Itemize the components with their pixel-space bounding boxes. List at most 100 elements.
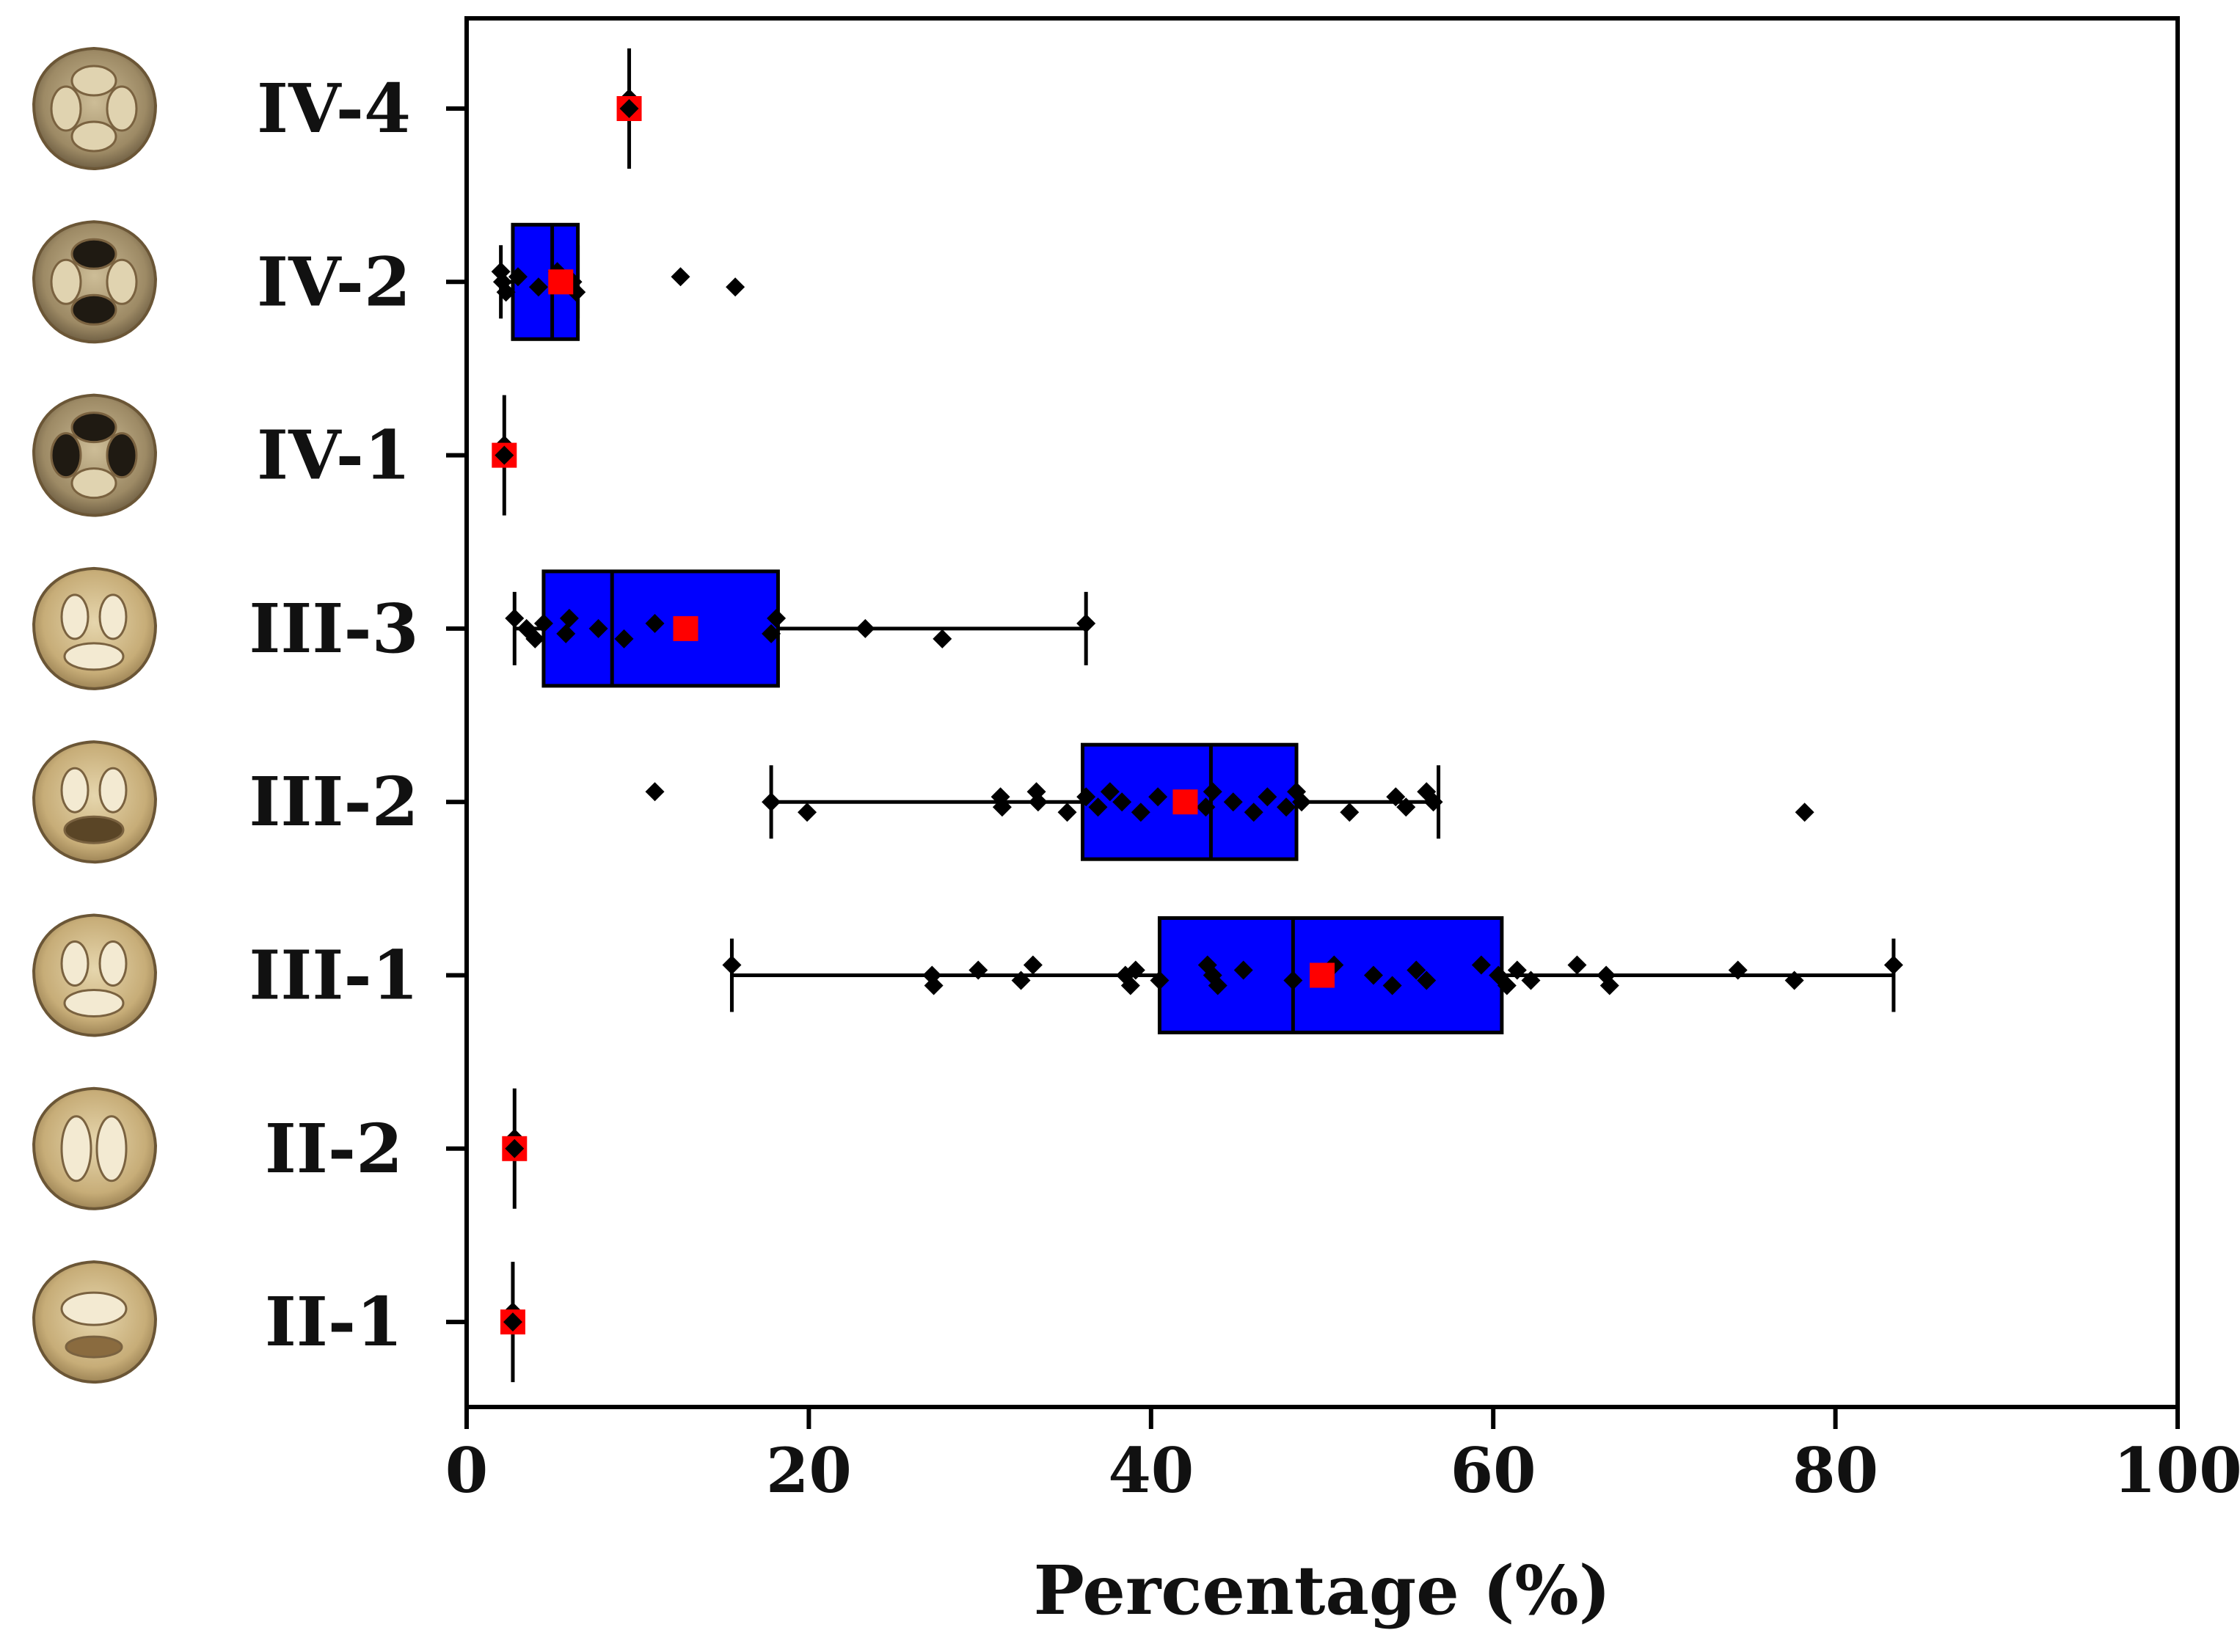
data-point	[1277, 797, 1296, 817]
box-iv-1	[492, 395, 517, 516]
data-point	[767, 608, 787, 628]
data-point	[505, 608, 525, 628]
data-point	[855, 618, 875, 638]
category-label: II-2	[265, 1109, 403, 1188]
data-point	[496, 282, 516, 302]
data-point	[1011, 971, 1031, 990]
seed-section-iv-4-icon	[32, 46, 158, 171]
mean-marker	[673, 615, 698, 641]
category-label: IV-1	[257, 416, 411, 495]
data-point	[1521, 971, 1541, 990]
seed-section-ii-2-icon	[32, 1086, 158, 1210]
data-point	[645, 782, 665, 802]
data-point	[1396, 797, 1416, 817]
data-point	[1599, 976, 1619, 995]
data-point	[1363, 965, 1383, 985]
data-point	[1057, 803, 1077, 822]
data-point	[525, 629, 545, 648]
data-point	[1567, 955, 1587, 975]
data-point	[1028, 792, 1048, 812]
seed-section-iii-2-icon	[32, 740, 158, 864]
data-point	[1126, 960, 1145, 980]
data-point	[495, 445, 514, 465]
data-point	[505, 1139, 525, 1158]
data-point	[533, 613, 553, 633]
iqr-box	[541, 569, 780, 688]
data-point	[671, 267, 690, 287]
x-tick-label: 60	[1451, 1434, 1536, 1507]
box-ii-1	[500, 1262, 525, 1383]
data-point	[619, 99, 639, 118]
data-point	[1100, 782, 1120, 802]
data-point	[1203, 782, 1222, 802]
data-point	[1423, 792, 1443, 812]
data-point	[1283, 971, 1303, 990]
data-point	[726, 277, 745, 297]
data-point	[1386, 787, 1406, 807]
data-point	[1340, 803, 1360, 822]
data-point	[1131, 803, 1150, 822]
data-point	[1382, 976, 1402, 995]
data-point	[1076, 787, 1096, 807]
category-label: III-2	[249, 762, 418, 841]
data-point	[1120, 976, 1140, 995]
data-point	[1784, 971, 1804, 990]
data-point	[1112, 792, 1132, 812]
data-point	[1196, 797, 1216, 817]
data-point	[1407, 960, 1426, 980]
x-tick-label: 40	[1108, 1434, 1194, 1507]
data-point	[559, 608, 579, 628]
data-point	[1223, 792, 1243, 812]
data-point	[1417, 971, 1437, 990]
data-point	[1150, 971, 1170, 990]
box-iv-2	[491, 222, 745, 341]
data-point	[1497, 976, 1517, 995]
data-point	[528, 277, 548, 297]
category-label: IV-2	[257, 242, 411, 321]
data-point	[508, 267, 528, 287]
data-point	[933, 629, 952, 648]
data-point	[1076, 613, 1096, 633]
data-point	[1244, 803, 1263, 822]
category-label: III-1	[249, 936, 418, 1015]
data-point	[1728, 960, 1748, 980]
data-point	[1023, 955, 1043, 975]
data-point	[924, 976, 944, 995]
x-axis: 0 20 40 60 80 100 Percentage (%)	[445, 106, 2240, 1630]
data-point	[556, 624, 576, 643]
x-tick-label: 80	[1792, 1434, 1878, 1507]
x-tick-label: 100	[2113, 1434, 2240, 1507]
data-point	[1148, 787, 1168, 807]
data-point	[614, 629, 634, 648]
data-point	[503, 1312, 522, 1332]
category-label: III-3	[249, 589, 418, 668]
seed-icons	[32, 46, 158, 1384]
data-point	[722, 955, 742, 975]
category-label: II-1	[265, 1282, 403, 1362]
data-point	[1471, 955, 1491, 975]
mean-marker	[1310, 962, 1335, 988]
seed-section-ii-1-icon	[32, 1260, 158, 1384]
data-point	[1208, 976, 1227, 995]
seed-section-iv-1-icon	[32, 393, 158, 517]
box-iii-1	[722, 916, 1903, 1034]
category-label: IV-4	[257, 69, 411, 148]
data-point	[1088, 797, 1108, 817]
mean-marker	[1172, 789, 1198, 815]
plot-frame	[464, 16, 2180, 1409]
seed-section-iii-3-icon	[32, 566, 158, 690]
x-axis-title: Percentage (%)	[1034, 1551, 1611, 1630]
box-iii-2	[645, 742, 1814, 861]
data-point	[588, 618, 608, 638]
data-point	[968, 960, 988, 980]
category-labels: IV-4 IV-2 IV-1 III-3 III-2 III-1 II-2 II-1	[249, 69, 418, 1362]
data-point	[762, 624, 781, 643]
data-point	[1795, 803, 1814, 822]
x-tick-label: 0	[445, 1434, 488, 1507]
seed-section-iii-1-icon	[32, 913, 158, 1037]
plot-area	[464, 16, 2180, 1409]
data-point	[992, 797, 1012, 817]
mean-marker	[548, 269, 574, 295]
